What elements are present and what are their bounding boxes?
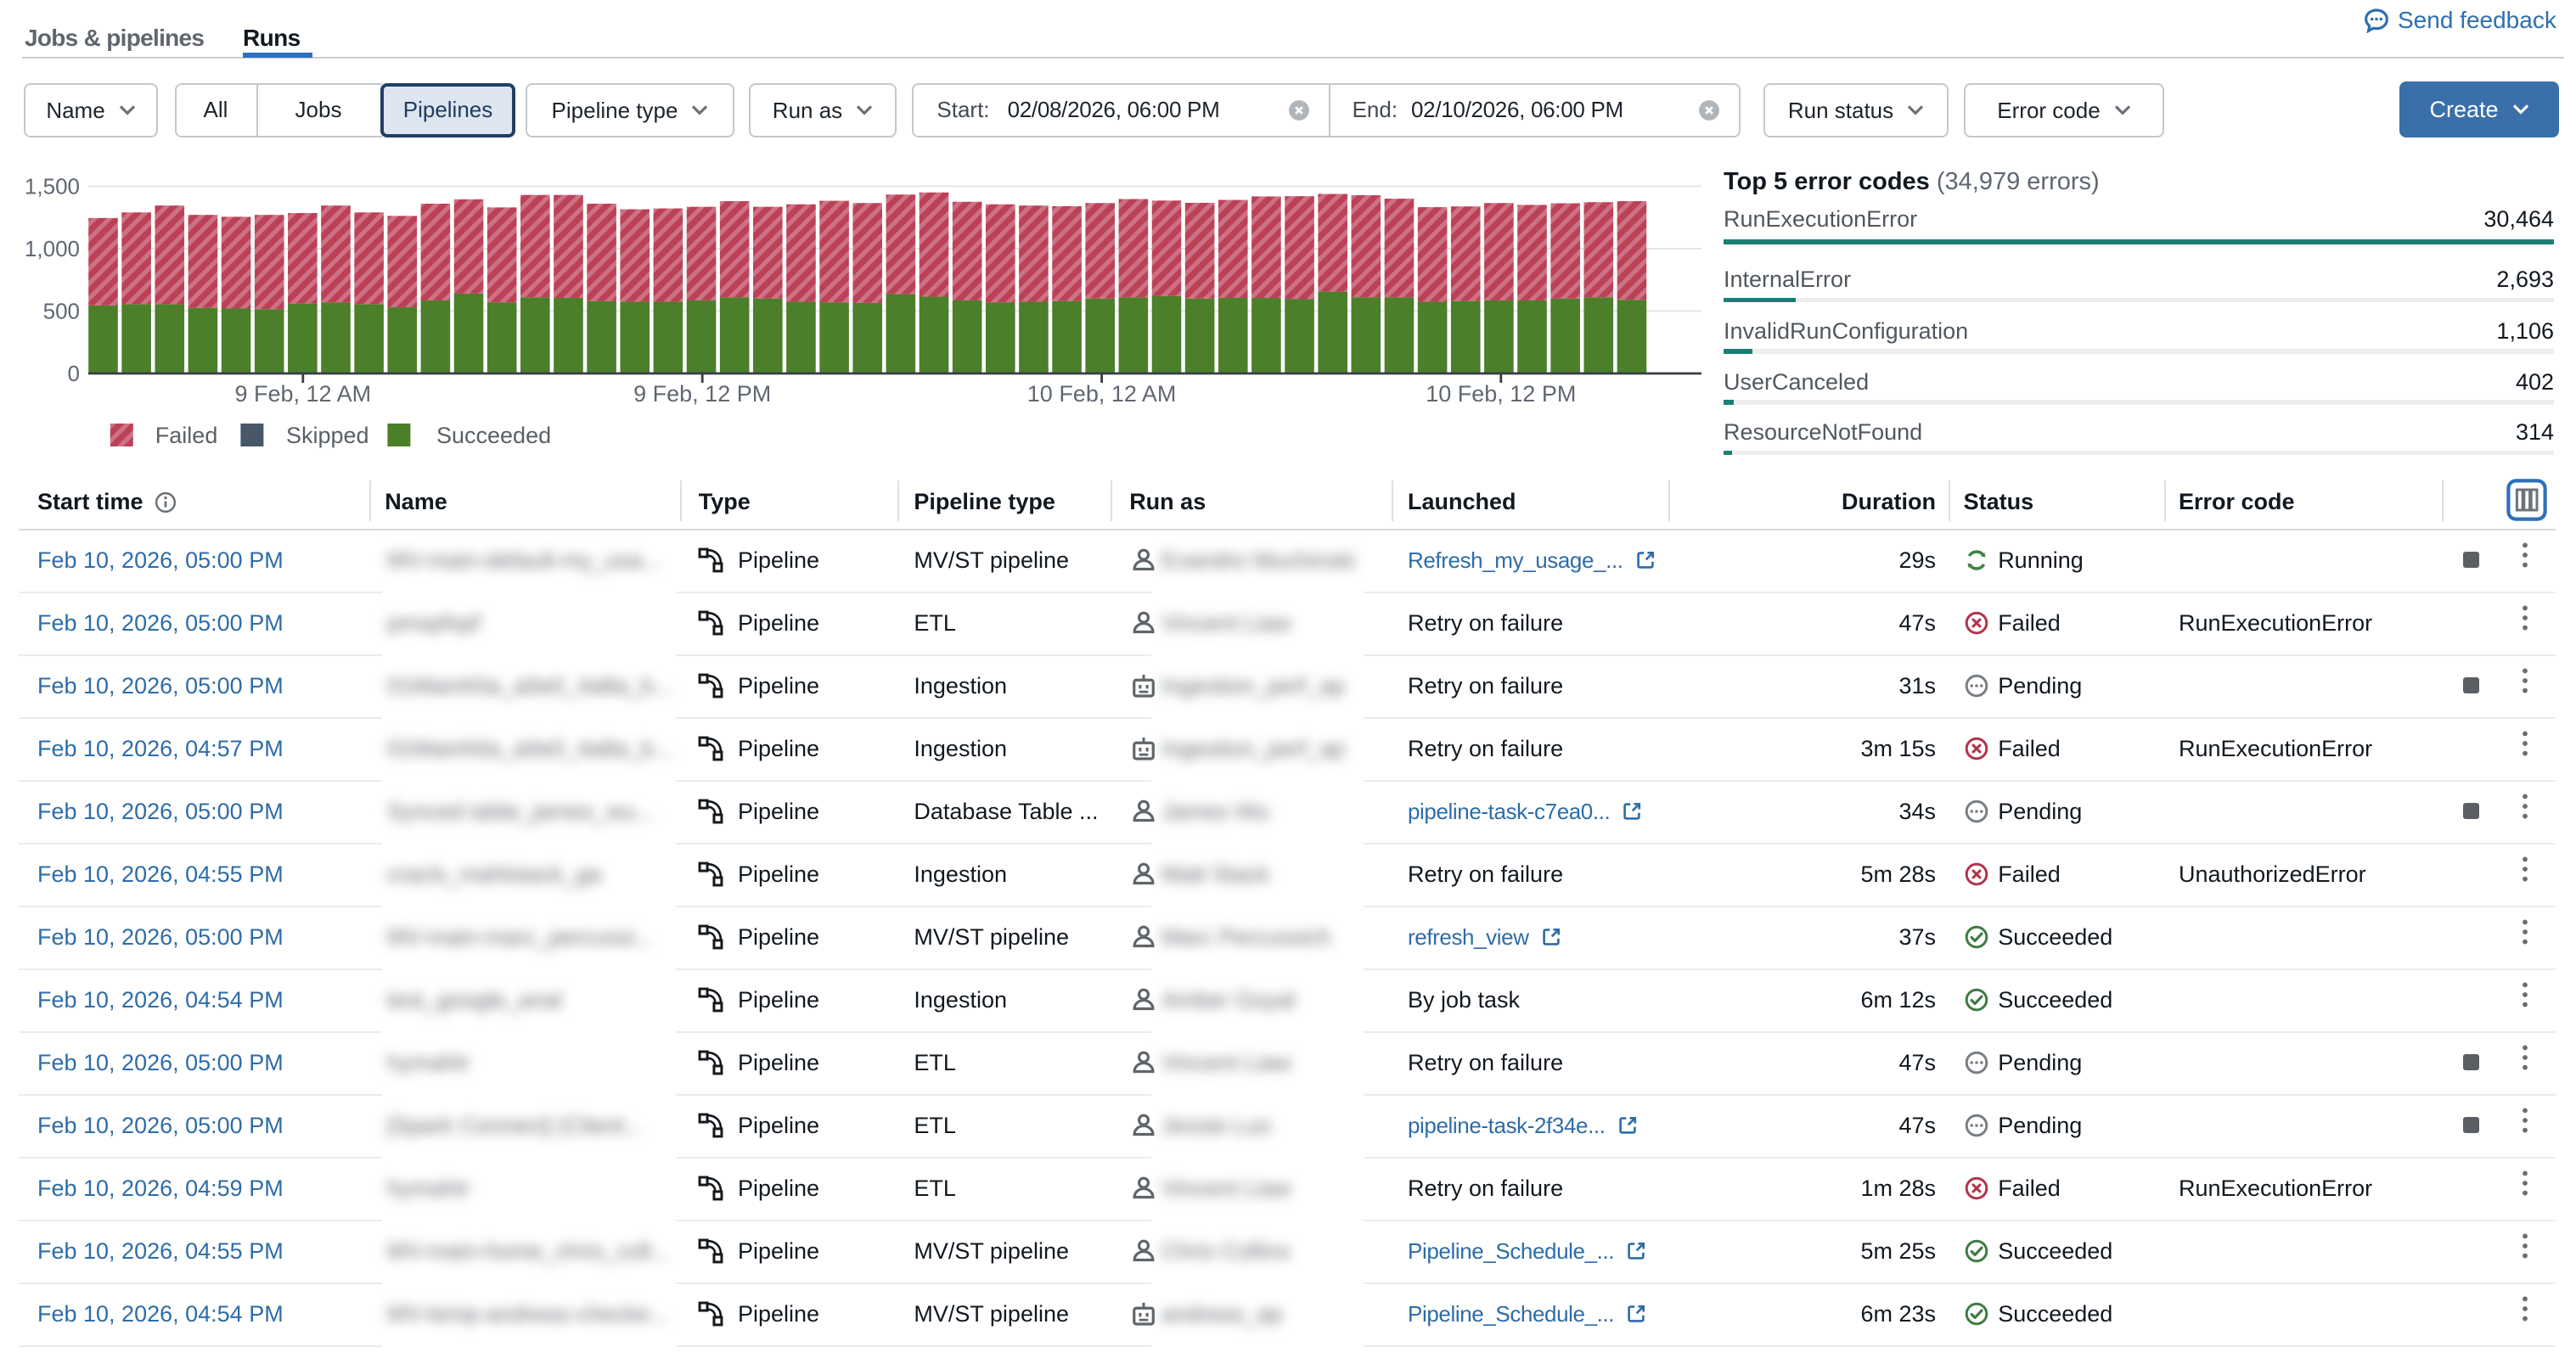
svg-text:500: 500 bbox=[43, 298, 80, 323]
svg-text:1,000: 1,000 bbox=[25, 236, 80, 261]
svg-text:Succeeded: Succeeded bbox=[436, 423, 551, 448]
svg-text:10 Feb, 12 AM: 10 Feb, 12 AM bbox=[1027, 381, 1177, 407]
svg-text:0: 0 bbox=[68, 361, 80, 386]
svg-text:9 Feb, 12 AM: 9 Feb, 12 AM bbox=[235, 381, 372, 407]
svg-text:10 Feb, 12 PM: 10 Feb, 12 PM bbox=[1426, 381, 1576, 407]
svg-text:Skipped: Skipped bbox=[286, 423, 369, 448]
svg-text:1,500: 1,500 bbox=[25, 173, 80, 199]
svg-text:9 Feb, 12 PM: 9 Feb, 12 PM bbox=[633, 381, 771, 407]
svg-text:Failed: Failed bbox=[155, 423, 218, 448]
